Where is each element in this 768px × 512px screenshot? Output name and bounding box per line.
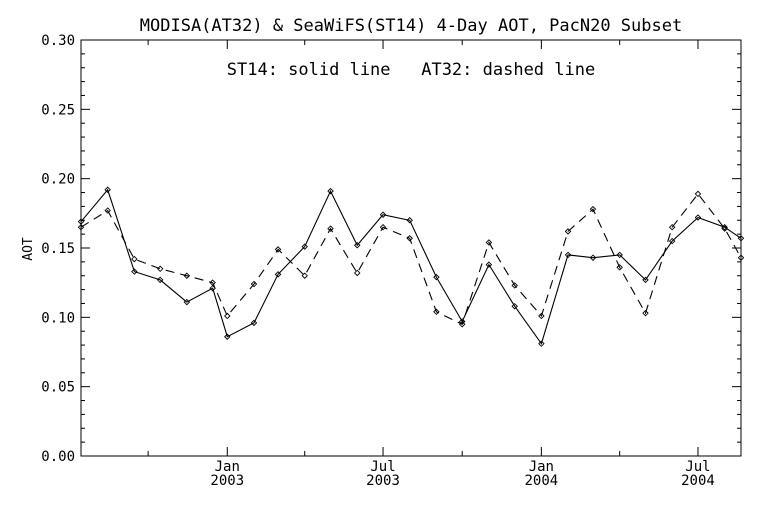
data-point-st14 xyxy=(274,271,282,278)
y-axis: 0.00 0.05 0.10 0.15 0.20 0.25 0.30 xyxy=(41,33,741,465)
data-point-at32 xyxy=(642,309,649,317)
data-point-at32 xyxy=(737,254,745,261)
data-point-st14 xyxy=(589,254,597,261)
data-point-st14 xyxy=(737,235,745,242)
data-point-st14 xyxy=(694,214,702,221)
data-point-st14 xyxy=(131,268,138,275)
y-tick-label: 0.25 xyxy=(41,102,75,118)
data-point-at32 xyxy=(353,269,361,277)
data-point-at32 xyxy=(379,223,387,231)
x-tick-month: Jul xyxy=(370,459,395,475)
data-point-st14 xyxy=(564,251,572,259)
data-point-at32 xyxy=(77,223,85,231)
data-point-at32 xyxy=(511,282,518,289)
x-tick-month: Jan xyxy=(529,459,554,475)
data-point-at32 xyxy=(668,223,676,231)
chart-title: MODISA(AT32) & SeaWiFS(ST14) 4-Day AOT, … xyxy=(140,16,682,36)
data-point-st14 xyxy=(183,298,191,306)
data-point-st14 xyxy=(353,241,361,249)
data-point-at32 xyxy=(250,280,258,288)
y-tick-label: 0.05 xyxy=(41,380,75,396)
x-tick-year: 2004 xyxy=(525,473,559,489)
y-tick-label: 0.20 xyxy=(41,172,75,188)
y-tick-label: 0.30 xyxy=(41,33,75,49)
y-axis-label: AOT xyxy=(21,237,36,261)
data-point-at32 xyxy=(433,308,440,316)
data-point-at32 xyxy=(538,312,545,320)
data-point-st14 xyxy=(616,251,623,259)
plot-area xyxy=(80,39,742,457)
data-point-at32 xyxy=(564,228,572,235)
data-point-at32 xyxy=(131,255,138,263)
data-point-st14 xyxy=(250,319,258,327)
x-tick-year: 2004 xyxy=(681,473,715,489)
data-point-at32 xyxy=(274,246,282,253)
data-point-at32 xyxy=(104,207,111,214)
x-tick-month: Jan xyxy=(215,459,240,475)
data-point-st14 xyxy=(379,211,387,218)
x-tick-year: 2003 xyxy=(366,473,400,489)
data-point-at32 xyxy=(616,264,623,271)
data-point-st14 xyxy=(433,273,440,281)
x-tick-month: Jul xyxy=(685,459,710,475)
series-group xyxy=(77,186,745,347)
x-tick-year: 2003 xyxy=(210,473,244,489)
data-point-st14 xyxy=(538,340,545,347)
chart-annotation: ST14: solid line AT32: dashed line xyxy=(227,60,595,80)
data-point-st14 xyxy=(104,186,111,193)
y-tick-label: 0.15 xyxy=(41,241,75,257)
data-point-st14 xyxy=(301,243,308,250)
series-line-st14 xyxy=(80,188,742,345)
data-point-at32 xyxy=(406,235,413,242)
data-point-at32 xyxy=(183,272,191,279)
data-point-st14 xyxy=(224,333,231,340)
data-point-st14 xyxy=(642,276,649,284)
y-tick-label: 0.00 xyxy=(41,449,75,465)
data-point-at32 xyxy=(301,272,308,279)
y-tick-label: 0.10 xyxy=(41,310,75,326)
data-point-st14 xyxy=(406,217,413,224)
data-point-at32 xyxy=(485,239,493,246)
data-point-st14 xyxy=(668,237,676,245)
series-line-at32 xyxy=(80,193,742,326)
data-point-at32 xyxy=(694,190,702,198)
data-point-st14 xyxy=(156,276,164,284)
data-point-at32 xyxy=(209,279,216,286)
data-point-at32 xyxy=(721,225,728,232)
data-point-st14 xyxy=(511,303,518,310)
data-point-at32 xyxy=(589,205,597,213)
data-point-at32 xyxy=(458,321,466,328)
data-point-at32 xyxy=(156,265,164,273)
data-point-at32 xyxy=(224,312,231,320)
data-point-at32 xyxy=(327,225,334,232)
data-point-st14 xyxy=(485,261,493,268)
data-point-st14 xyxy=(327,187,334,195)
